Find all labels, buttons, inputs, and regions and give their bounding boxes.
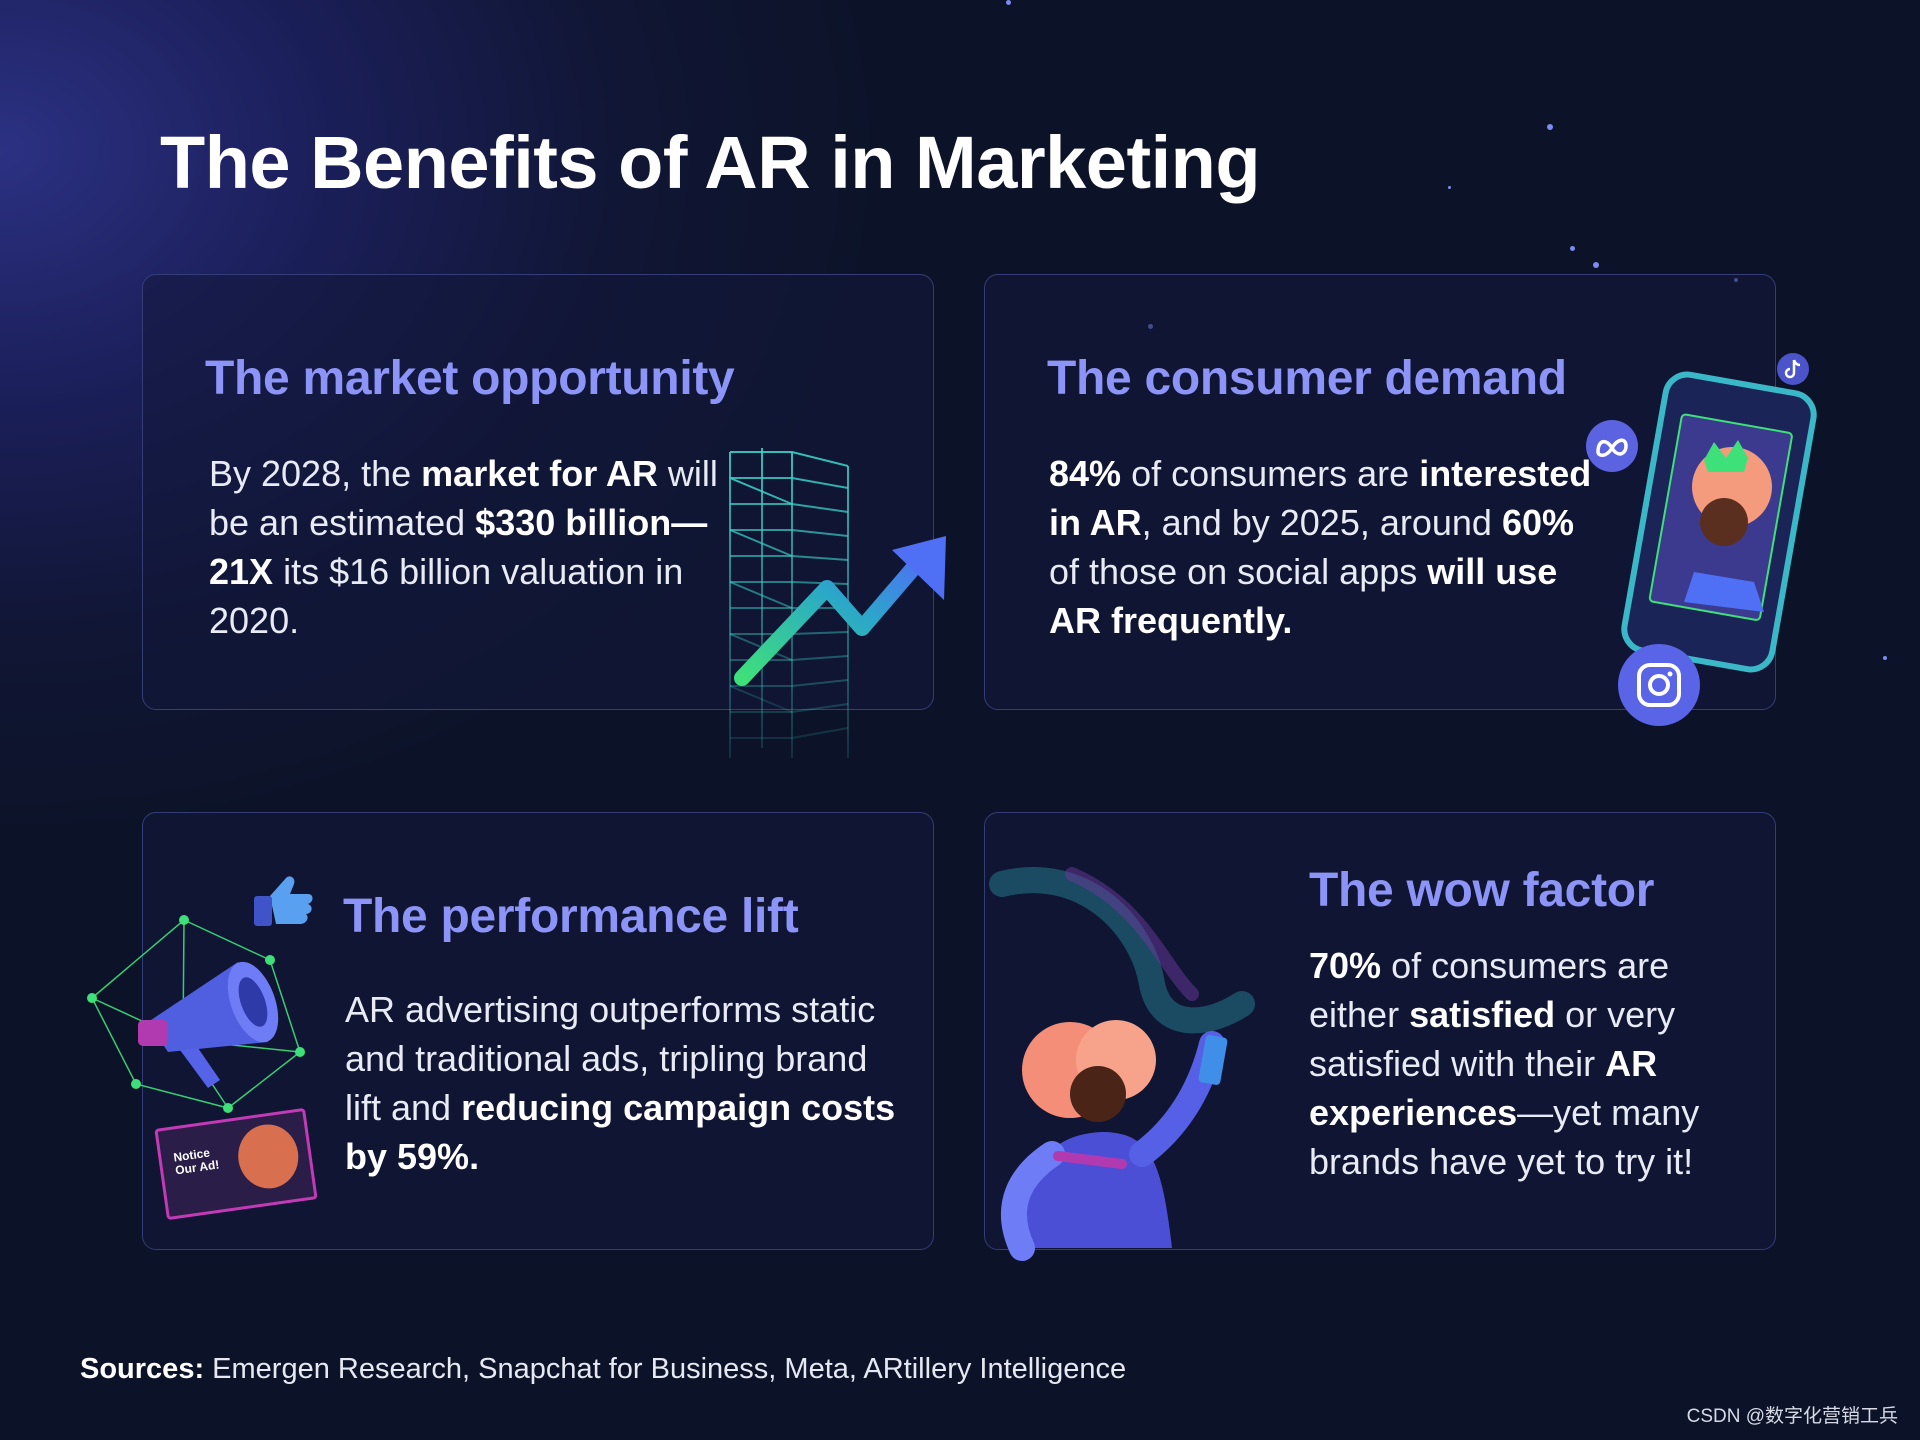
emphasis-text: will use AR frequently. xyxy=(1049,551,1558,641)
page-title: The Benefits of AR in Marketing xyxy=(160,121,1261,204)
card-body: AR advertising outperforms static and tr… xyxy=(345,985,905,1181)
megaphone-icon xyxy=(87,915,305,1113)
card-body: 84% of consumers are interested in AR, a… xyxy=(1049,449,1609,645)
emphasis-text: AR experiences xyxy=(1309,1043,1658,1133)
emphasis-text: interested in AR xyxy=(1049,453,1592,543)
sources-text: Emergen Research, Snapchat for Business,… xyxy=(204,1353,1127,1385)
body-text: of those on social apps xyxy=(1049,551,1428,592)
emphasis-text: $330 billion—21X xyxy=(209,502,708,592)
trend-arrow-icon xyxy=(734,536,946,686)
sources-label: Sources: xyxy=(80,1353,205,1385)
body-text: —yet many brands have yet to try it! xyxy=(1309,1092,1700,1182)
body-text: of consumers are xyxy=(1121,453,1420,494)
emphasis-text: 60% xyxy=(1501,502,1574,543)
tiktok-icon xyxy=(1777,353,1809,385)
card-body: 70% of consumers are either satisfied or… xyxy=(1309,941,1749,1186)
card-heading: The performance lift xyxy=(343,890,799,943)
star-dot xyxy=(1006,0,1011,5)
body-text: its $16 billion valuation in 2020. xyxy=(209,551,684,641)
emphasis-text: market for AR xyxy=(421,453,658,494)
card-heading: The wow factor xyxy=(1309,864,1655,917)
ad-sign-text: Notice Our Ad! xyxy=(172,1145,221,1178)
phone-icon xyxy=(1621,371,1817,673)
body-text: AR advertising outperforms static and tr… xyxy=(345,989,876,1128)
card-heading: The consumer demand xyxy=(1047,352,1567,405)
emphasis-text: 84% xyxy=(1049,453,1122,494)
emphasis-text: 70% xyxy=(1309,945,1382,986)
card-market-opportunity: The market opportunity By 2028, the mark… xyxy=(142,274,934,710)
emphasis-text: satisfied xyxy=(1409,994,1556,1035)
instagram-icon xyxy=(1618,644,1700,726)
star-dot xyxy=(1547,124,1553,130)
star-dot xyxy=(1883,656,1887,660)
body-text: will be an estimated xyxy=(209,453,718,543)
body-text: , and by 2025, around xyxy=(1141,502,1502,543)
character-illustration xyxy=(989,867,1255,1261)
meta-icon xyxy=(1586,420,1638,472)
watermark: CSDN @数字化营销工兵 xyxy=(1686,1406,1898,1427)
thumbs-up-icon xyxy=(254,876,313,926)
chart-tower-icon xyxy=(729,448,849,758)
emphasis-text: reducing campaign costs by 59%. xyxy=(345,1087,896,1177)
star-dot xyxy=(1570,246,1575,251)
body-text: of consumers are either xyxy=(1309,945,1670,1035)
star-dot xyxy=(1593,262,1599,268)
card-heading: The market opportunity xyxy=(205,352,735,405)
sources-line: Sources: Emergen Research, Snapchat for … xyxy=(80,1353,1126,1386)
card-body: By 2028, the market for AR will be an es… xyxy=(209,449,729,645)
body-text: By 2028, the xyxy=(209,453,422,494)
star-dot xyxy=(1448,186,1451,189)
body-text: or very satisfied with their xyxy=(1309,994,1676,1084)
